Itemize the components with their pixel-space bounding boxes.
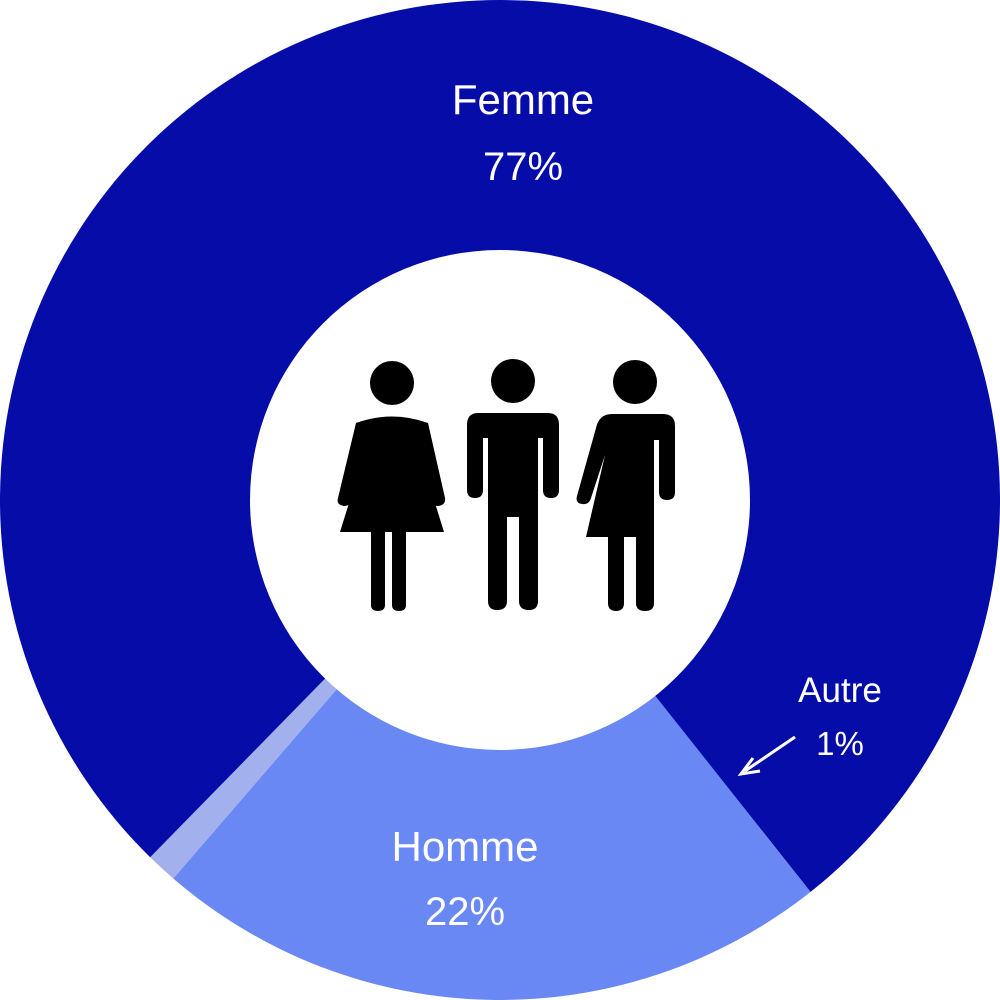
label-autre: Autre bbox=[798, 671, 882, 710]
person-figure-icon bbox=[576, 360, 675, 611]
autre-arrow-icon bbox=[737, 735, 796, 777]
slice-femme bbox=[0, 0, 1000, 892]
label-femme: Femme bbox=[452, 76, 594, 123]
value-homme: 22% bbox=[425, 890, 505, 934]
data-labels: Femme 77% Homme 22% Autre 1% bbox=[391, 76, 881, 934]
slice-autre bbox=[150, 675, 340, 879]
label-homme: Homme bbox=[391, 823, 538, 870]
woman-figure-icon bbox=[337, 361, 446, 611]
value-femme: 77% bbox=[483, 145, 563, 189]
man-figure-icon bbox=[467, 359, 559, 610]
restroom-people-icon bbox=[337, 359, 675, 611]
value-autre: 1% bbox=[816, 725, 864, 762]
slice-homme bbox=[173, 685, 811, 1000]
